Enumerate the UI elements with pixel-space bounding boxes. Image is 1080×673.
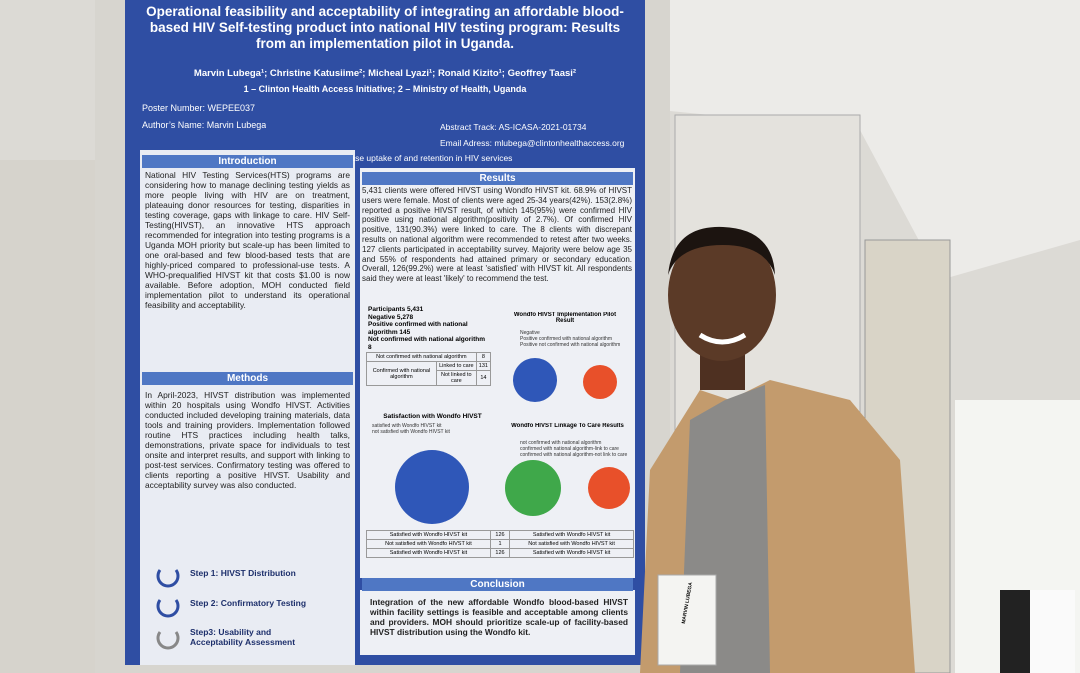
- cell: Satisfied with Wondfo HIVST kit: [366, 548, 491, 558]
- cell: 1: [489, 539, 511, 549]
- row: Not satisfied with Wondfo HIVST kit 1 Not …: [366, 539, 634, 549]
- section-heading: Results: [362, 172, 633, 185]
- legend-entry: confirmed with national algorithm-link t…: [520, 446, 619, 452]
- cell: 8: [475, 352, 491, 362]
- satisfaction-table: Satisfied with Wondfo HIVST kit 126 Satisf…: [366, 530, 634, 558]
- cell: 126: [489, 530, 511, 540]
- affiliations: 1 – Clinton Health Access Initiative; 2 …: [243, 84, 527, 94]
- conclusion-text: Integration of the new affordable Wondfo…: [370, 597, 628, 637]
- chart-title: Wondfo HIVST Implementation Pilot Result: [513, 312, 617, 324]
- author-name: Author’s Name: Marvin Lubega: [142, 120, 267, 130]
- participants-line: Negative 5,278: [368, 313, 414, 321]
- cell: Satisfied with Wondfo HIVST kit: [509, 548, 634, 558]
- title: Operational feasibility and acceptabilit…: [146, 4, 624, 51]
- cell: Satisfied with Wondfo HIVST kit: [366, 530, 491, 540]
- step: Step3: Usability and Acceptability Asses…: [190, 627, 296, 647]
- legend-entry: confirmed with national algorithm-not li…: [520, 452, 628, 458]
- cell: Not satisfied with Wondfo HIVST kit: [366, 539, 491, 549]
- legend-entry: satisfied with Wondfo HIVST kit: [372, 423, 442, 429]
- section-heading: Conclusion: [362, 578, 633, 591]
- legend-entry: Positive not confirmed with national alg…: [520, 342, 621, 348]
- cell: Not confirmed with national algorithm: [366, 352, 477, 362]
- chart-title: Satisfaction with Wondfo HIVST: [383, 413, 482, 420]
- chart-title: Wondfo HIVST Linkage To Care Results: [511, 423, 624, 429]
- legend: Negative Positive confirmed with nationa…: [520, 330, 635, 348]
- legend-entry: not satisfied with Wondfo HIVST kit: [372, 429, 450, 435]
- email: Email Adress: mlubega@clintonhealthacces…: [440, 138, 625, 148]
- abstract-track: Abstract Track: AS-ICASA-2021-01734: [440, 122, 587, 132]
- legend: not confirmed with national algorithm co…: [520, 440, 635, 458]
- cell: Not satisfied with Wondfo HIVST kit: [509, 539, 634, 549]
- legend-entry: Positive confirmed with national algorit…: [520, 336, 612, 342]
- cell: Linked to care: [435, 361, 477, 371]
- cell: 14: [475, 370, 491, 386]
- participants-line: Not confirmed with national algorithm 8: [368, 336, 485, 351]
- participants-line: Participants 5,431: [368, 306, 424, 313]
- cell: Not linked to care: [435, 370, 477, 386]
- linkage-table: Not confirmed with national algorithm 8 C…: [366, 352, 491, 386]
- cell: Satisfied with Wondfo HIVST kit: [509, 530, 634, 540]
- cell: 131: [475, 361, 491, 371]
- step: Step 1: HIVST Distribution: [190, 568, 296, 578]
- poster-number: Poster Number: WEPEE037: [142, 103, 256, 113]
- legend-entry: Negative: [520, 330, 540, 336]
- introduction-text: National HIV Testing Services(HTS) progr…: [145, 170, 350, 310]
- participants-line: Positive confirmed with national algorit…: [368, 321, 468, 336]
- step: Step 2: Confirmatory Testing: [190, 598, 307, 608]
- authors: Marvin Lubega¹; Christine Katusiime²; Mi…: [193, 68, 577, 79]
- section-heading: Introduction: [142, 155, 353, 168]
- cell: 126: [489, 548, 511, 558]
- cell: Confirmed with national algorithm: [366, 361, 437, 386]
- row: Satisfied with Wondfo HIVST kit 126 Satisf…: [366, 548, 634, 558]
- methods-text: In April-2023, HIVST distribution was im…: [145, 390, 350, 490]
- section-heading: Methods: [142, 372, 353, 385]
- legend: satisfied with Wondfo HIVST kit not sati…: [372, 423, 492, 435]
- row: Satisfied with Wondfo HIVST kit 126 Satisf…: [366, 530, 634, 540]
- results-text: 5,431 clients were offered HIVST using W…: [362, 186, 632, 284]
- legend-entry: not confirmed with national algorithm: [520, 440, 602, 446]
- participants-box: Participants 5,431 Negative 5,278 Positi…: [368, 306, 490, 351]
